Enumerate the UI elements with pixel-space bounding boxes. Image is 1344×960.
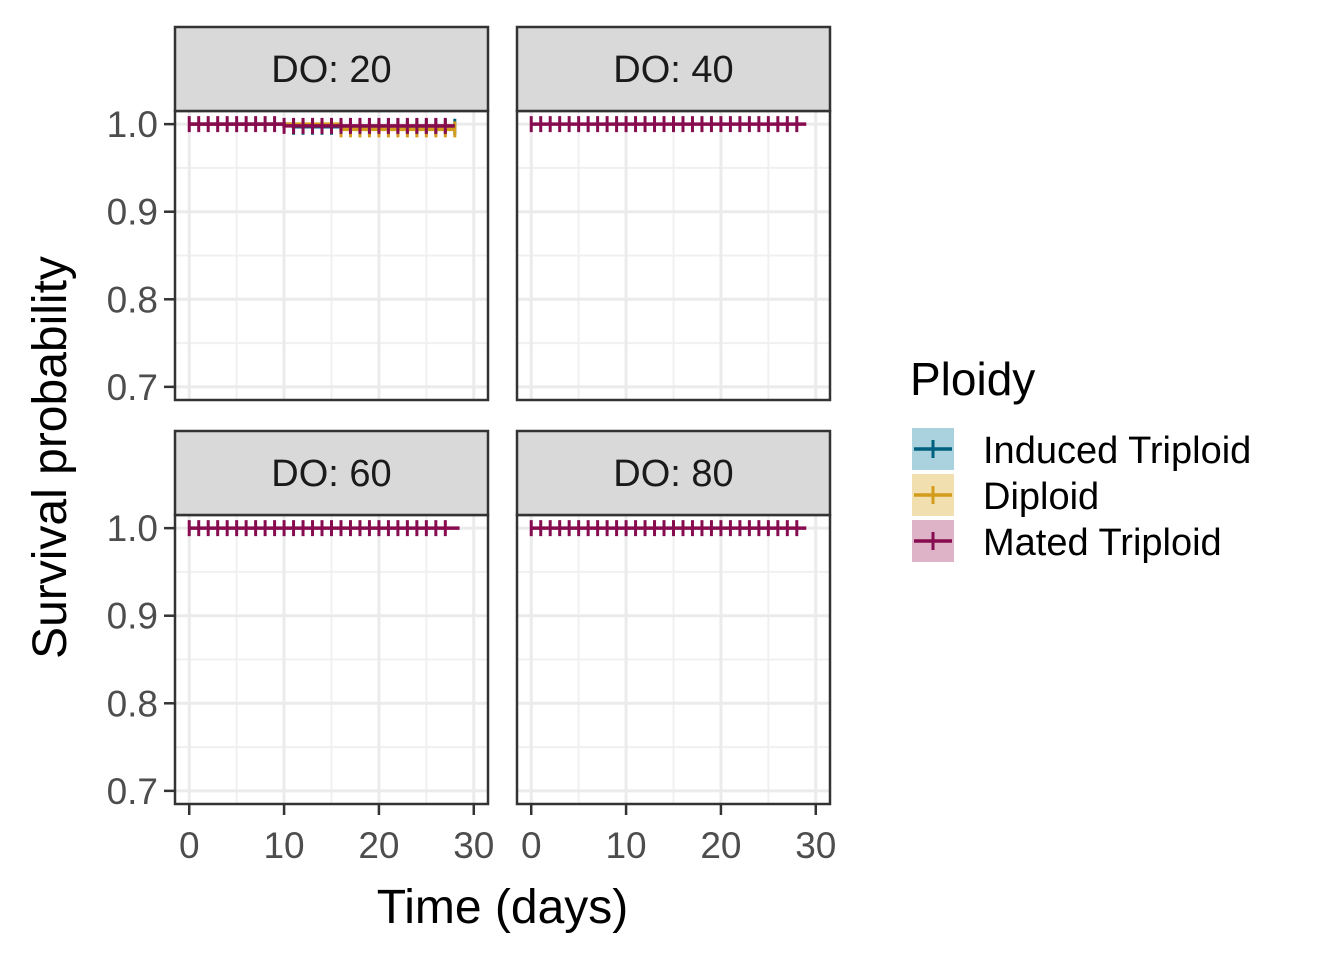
y-tick-label: 0.9 bbox=[107, 596, 158, 637]
series-mated-triploid bbox=[187, 116, 455, 134]
facet-strip-label: DO: 40 bbox=[613, 49, 733, 91]
facet-strip-label: DO: 80 bbox=[613, 453, 733, 495]
x-tick-label: 0 bbox=[179, 825, 200, 866]
x-tick-label: 10 bbox=[263, 825, 304, 866]
facet-strip bbox=[515, 25, 832, 113]
series-mated-triploid bbox=[187, 520, 460, 537]
facet-strip bbox=[173, 25, 490, 113]
legend-label: Induced Triploid bbox=[983, 430, 1251, 472]
legend-item: Mated Triploid bbox=[912, 520, 1222, 564]
facet-panel: DO: 60 bbox=[173, 429, 490, 806]
legend-label: Mated Triploid bbox=[983, 522, 1222, 564]
y-tick-label: 1.0 bbox=[107, 104, 158, 145]
x-tick-label: 20 bbox=[358, 825, 399, 866]
legend-item: Induced Triploid bbox=[912, 428, 1251, 472]
legend-title: Ploidy bbox=[910, 353, 1035, 405]
x-axis-title: Time (days) bbox=[377, 881, 629, 934]
x-tick-label: 0 bbox=[521, 825, 542, 866]
y-tick-label: 0.7 bbox=[107, 771, 158, 812]
y-tick-label: 1.0 bbox=[107, 508, 158, 549]
x-tick-label: 30 bbox=[453, 825, 494, 866]
y-axis-title: Survival probability bbox=[24, 256, 77, 659]
x-tick-label: 10 bbox=[605, 825, 646, 866]
facet-panel: DO: 40 bbox=[515, 25, 832, 402]
legend-label: Diploid bbox=[983, 476, 1099, 518]
facet-strip-label: DO: 60 bbox=[271, 453, 391, 495]
facet-panels: DO: 20 DO: 40 DO: 60 DO: 80 bbox=[173, 25, 832, 806]
series-mated-triploid bbox=[529, 116, 807, 133]
facet-strip bbox=[173, 429, 490, 517]
facet-strip-label: DO: 20 bbox=[271, 49, 391, 91]
series-mated-triploid bbox=[529, 520, 807, 537]
facet-panel: DO: 80 bbox=[515, 429, 832, 806]
facet-panel: DO: 20 bbox=[173, 25, 490, 402]
y-tick-label: 0.8 bbox=[107, 683, 158, 724]
facet-strip bbox=[515, 429, 832, 517]
y-tick-label: 0.7 bbox=[107, 367, 158, 408]
x-tick-label: 30 bbox=[795, 825, 836, 866]
y-tick-label: 0.8 bbox=[107, 279, 158, 320]
legend-item: Diploid bbox=[912, 474, 1099, 518]
x-tick-label: 20 bbox=[700, 825, 741, 866]
y-tick-label: 0.9 bbox=[107, 192, 158, 233]
axes: 0.7 0.8 0.9 1.0 0.7 0.8 0.9 1.0 0 10 20 30 0 10 20 30 bbox=[107, 104, 837, 866]
